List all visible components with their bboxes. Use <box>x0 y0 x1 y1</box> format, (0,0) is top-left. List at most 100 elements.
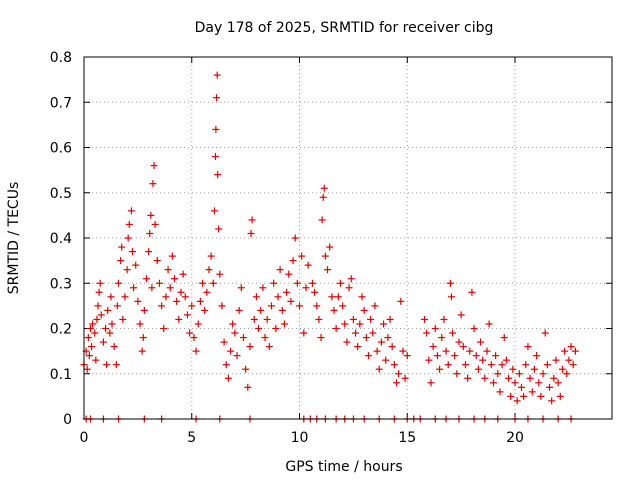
data-point <box>320 184 328 192</box>
data-point <box>92 356 100 364</box>
y-tick-label: 0.4 <box>50 231 72 247</box>
data-point <box>255 325 263 332</box>
data-point <box>453 370 461 378</box>
data-point <box>124 234 132 242</box>
data-point <box>214 171 222 179</box>
data-point <box>464 374 472 382</box>
data-point <box>239 334 247 342</box>
data-point <box>535 379 543 387</box>
data-point <box>319 193 327 201</box>
data-point <box>561 347 569 355</box>
data-point <box>138 347 146 355</box>
data-point <box>83 365 91 373</box>
data-point <box>548 397 556 405</box>
data-point <box>110 343 118 351</box>
data-point <box>364 352 372 360</box>
data-point <box>377 338 385 346</box>
data-point <box>215 225 223 233</box>
data-point <box>224 374 232 382</box>
y-tick-label: 0.7 <box>50 95 72 111</box>
data-point <box>481 374 489 382</box>
data-point <box>375 365 383 373</box>
data-point <box>188 302 196 310</box>
data-point <box>107 293 115 301</box>
data-point <box>427 379 435 387</box>
data-point <box>442 347 450 355</box>
data-point <box>130 284 138 292</box>
data-point <box>121 293 129 301</box>
data-point <box>287 297 295 305</box>
data-point <box>149 180 157 188</box>
data-point <box>148 284 156 292</box>
data-point <box>147 211 155 219</box>
data-point <box>569 361 577 369</box>
data-point <box>530 365 538 373</box>
data-point <box>248 216 256 224</box>
data-point <box>283 288 291 296</box>
data-point <box>179 270 187 278</box>
data-point <box>267 302 275 310</box>
data-point <box>431 325 439 332</box>
data-point <box>403 352 411 360</box>
data-point <box>524 343 532 351</box>
data-point <box>270 279 278 287</box>
data-point <box>291 234 299 242</box>
x-tick-label: 5 <box>187 430 196 446</box>
data-point <box>222 361 230 369</box>
data-point <box>173 297 181 305</box>
data-point <box>252 293 260 301</box>
data-point <box>386 315 394 323</box>
data-point <box>213 94 221 102</box>
y-tick-label: 0.3 <box>50 276 72 292</box>
data-points <box>80 71 579 423</box>
data-point <box>272 325 280 332</box>
data-point <box>343 338 351 346</box>
y-tick-label: 0.6 <box>50 141 72 157</box>
data-point <box>192 347 200 355</box>
data-point <box>104 306 112 314</box>
data-point <box>330 306 338 314</box>
data-point <box>449 329 457 337</box>
data-point <box>155 279 163 287</box>
data-point <box>563 370 571 378</box>
chart-title: Day 178 of 2025, SRMTID for receiver cib… <box>195 20 494 36</box>
data-point <box>332 325 340 332</box>
data-point <box>541 329 549 337</box>
data-point <box>216 270 224 278</box>
data-point <box>552 356 560 364</box>
data-point <box>127 207 135 215</box>
data-point <box>371 302 379 310</box>
data-point <box>397 297 405 305</box>
data-point <box>399 347 407 355</box>
data-point <box>367 315 375 323</box>
data-point <box>162 293 170 301</box>
data-point <box>336 279 344 287</box>
data-point <box>231 329 239 337</box>
data-point <box>89 320 97 328</box>
data-point <box>496 388 504 396</box>
data-point <box>341 320 349 328</box>
data-point <box>554 379 562 387</box>
data-point <box>507 392 515 400</box>
data-point <box>567 343 575 351</box>
data-point <box>201 306 209 314</box>
data-point <box>492 352 500 360</box>
data-point <box>94 302 102 310</box>
data-point <box>474 365 482 373</box>
data-point <box>392 379 400 387</box>
data-point <box>132 261 140 269</box>
data-point <box>494 370 502 378</box>
data-point <box>352 329 360 337</box>
data-point <box>106 329 114 337</box>
data-point <box>511 379 519 387</box>
data-point <box>373 347 381 355</box>
data-point <box>186 329 194 337</box>
y-tick-label: 0.1 <box>50 367 72 383</box>
data-point <box>128 248 136 256</box>
data-point <box>356 320 364 328</box>
data-point <box>93 315 101 323</box>
data-point <box>369 329 377 337</box>
data-point <box>326 243 334 251</box>
data-point <box>175 315 183 323</box>
data-point <box>558 365 566 373</box>
